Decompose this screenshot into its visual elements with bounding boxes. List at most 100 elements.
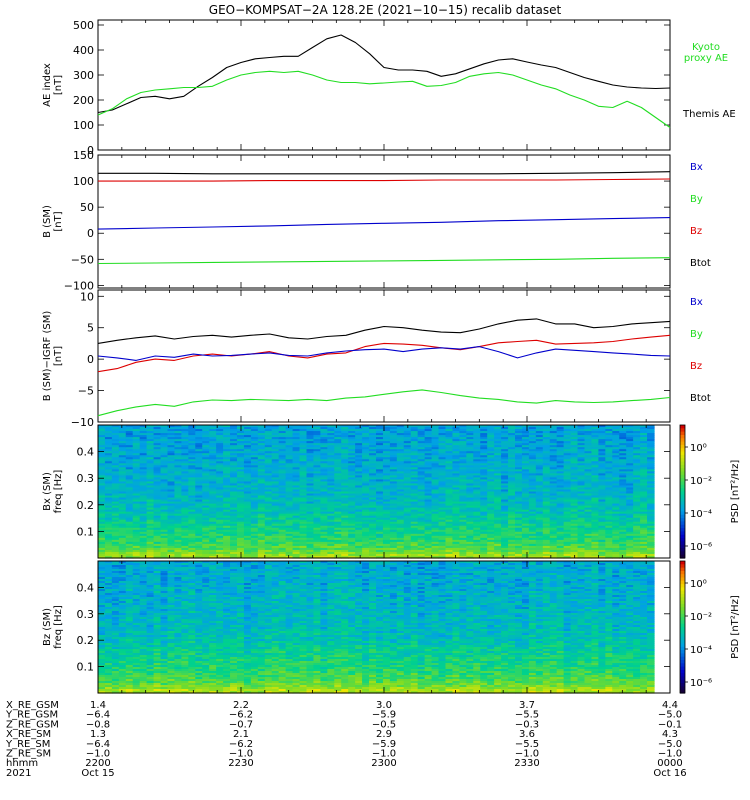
psd-cell [334, 541, 342, 545]
psd-cell [480, 537, 488, 541]
psd-cell [111, 441, 120, 444]
psd-cell [535, 531, 544, 535]
psd-cell [202, 489, 210, 493]
psd-cell [348, 519, 356, 523]
psd-cell [396, 491, 405, 495]
psd-cell [313, 425, 321, 428]
psd-cell [195, 535, 203, 539]
psd-cell [389, 439, 398, 442]
psd-cell [348, 481, 356, 485]
psd-cell [118, 555, 127, 559]
psd-cell [563, 541, 572, 545]
psd-cell [369, 489, 377, 493]
psd-cell [306, 429, 315, 432]
psd-cell [362, 497, 370, 501]
psd-cell [313, 477, 321, 481]
psd-cell [216, 531, 224, 535]
psd-cell [125, 547, 134, 551]
psd-cell [132, 491, 141, 495]
psd-cell [362, 511, 370, 515]
psd-cell [480, 503, 488, 507]
psd-cell [160, 509, 169, 513]
psd-cell [250, 465, 259, 468]
psd-cell [403, 437, 412, 440]
psd-cell [223, 499, 231, 503]
psd-cell [111, 445, 120, 448]
psd-cell [257, 429, 266, 432]
psd-cell [181, 505, 189, 509]
psd-cell [146, 459, 155, 462]
psd-cell [202, 511, 210, 515]
psd-cell [195, 449, 203, 452]
psd-cell [480, 425, 488, 428]
psd-cell [306, 475, 315, 478]
psd-cell [501, 499, 509, 503]
psd-cell [223, 479, 231, 483]
psd-cell [250, 489, 259, 493]
psd-cell [188, 555, 196, 559]
psd-cell [195, 465, 203, 468]
psd-cell [452, 529, 460, 533]
psd-cell [139, 497, 148, 501]
psd-cell [535, 495, 544, 499]
psd-cell [480, 541, 488, 545]
psd-cell [542, 541, 551, 545]
psd-cell [348, 429, 356, 432]
psd-cell [223, 537, 231, 541]
psd-cell [278, 425, 287, 428]
psd-cell [160, 517, 169, 521]
psd-cell [459, 513, 467, 517]
psd-cell [334, 485, 342, 489]
psd-cell [438, 475, 447, 478]
psd-cell [195, 457, 203, 460]
psd-cell [209, 525, 217, 529]
psd-cell [424, 425, 433, 428]
psd-cell [132, 517, 141, 521]
psd-cell [459, 505, 467, 509]
psd-cell [104, 449, 113, 452]
psd-cell [556, 507, 565, 511]
psd-cell [98, 533, 106, 537]
psd-cell [167, 545, 176, 549]
psd-cell [216, 545, 224, 549]
psd-cell [271, 455, 280, 458]
psd-cell [271, 555, 280, 559]
psd-cell [577, 495, 586, 499]
psd-cell [250, 431, 259, 434]
legend-entry: Bx [690, 297, 703, 308]
psd-cell [591, 449, 599, 452]
psd-cell [563, 487, 572, 491]
psd-cell [556, 531, 565, 535]
psd-cell [480, 517, 488, 521]
psd-cell [264, 501, 273, 505]
psd-cell [396, 513, 405, 517]
psd-cell [146, 515, 155, 519]
psd-cell [431, 451, 440, 454]
psd-cell [535, 499, 544, 503]
psd-cell [494, 447, 502, 450]
psd-cell [355, 469, 363, 472]
psd-cell [577, 477, 586, 481]
psd-cell [230, 431, 238, 434]
psd-cell [424, 461, 433, 464]
psd-cell [292, 457, 301, 460]
psd-cell [535, 525, 544, 529]
psd-cell [577, 519, 586, 523]
psd-cell [480, 441, 488, 444]
psd-cell [264, 555, 273, 559]
psd-cell [153, 525, 162, 529]
psd-cell [299, 537, 308, 541]
psd-cell [146, 429, 155, 432]
psd-cell [278, 479, 287, 483]
psd-cell [577, 517, 586, 521]
psd-cell [570, 515, 579, 519]
psd-cell [403, 491, 412, 495]
psd-cell [306, 511, 315, 515]
psd-cell [348, 479, 356, 483]
psd-cell [299, 437, 308, 440]
psd-cell [237, 517, 245, 521]
psd-cell [209, 441, 217, 444]
psd-cell [174, 443, 182, 446]
psd-cell [487, 455, 495, 458]
psd-cell [264, 487, 273, 491]
